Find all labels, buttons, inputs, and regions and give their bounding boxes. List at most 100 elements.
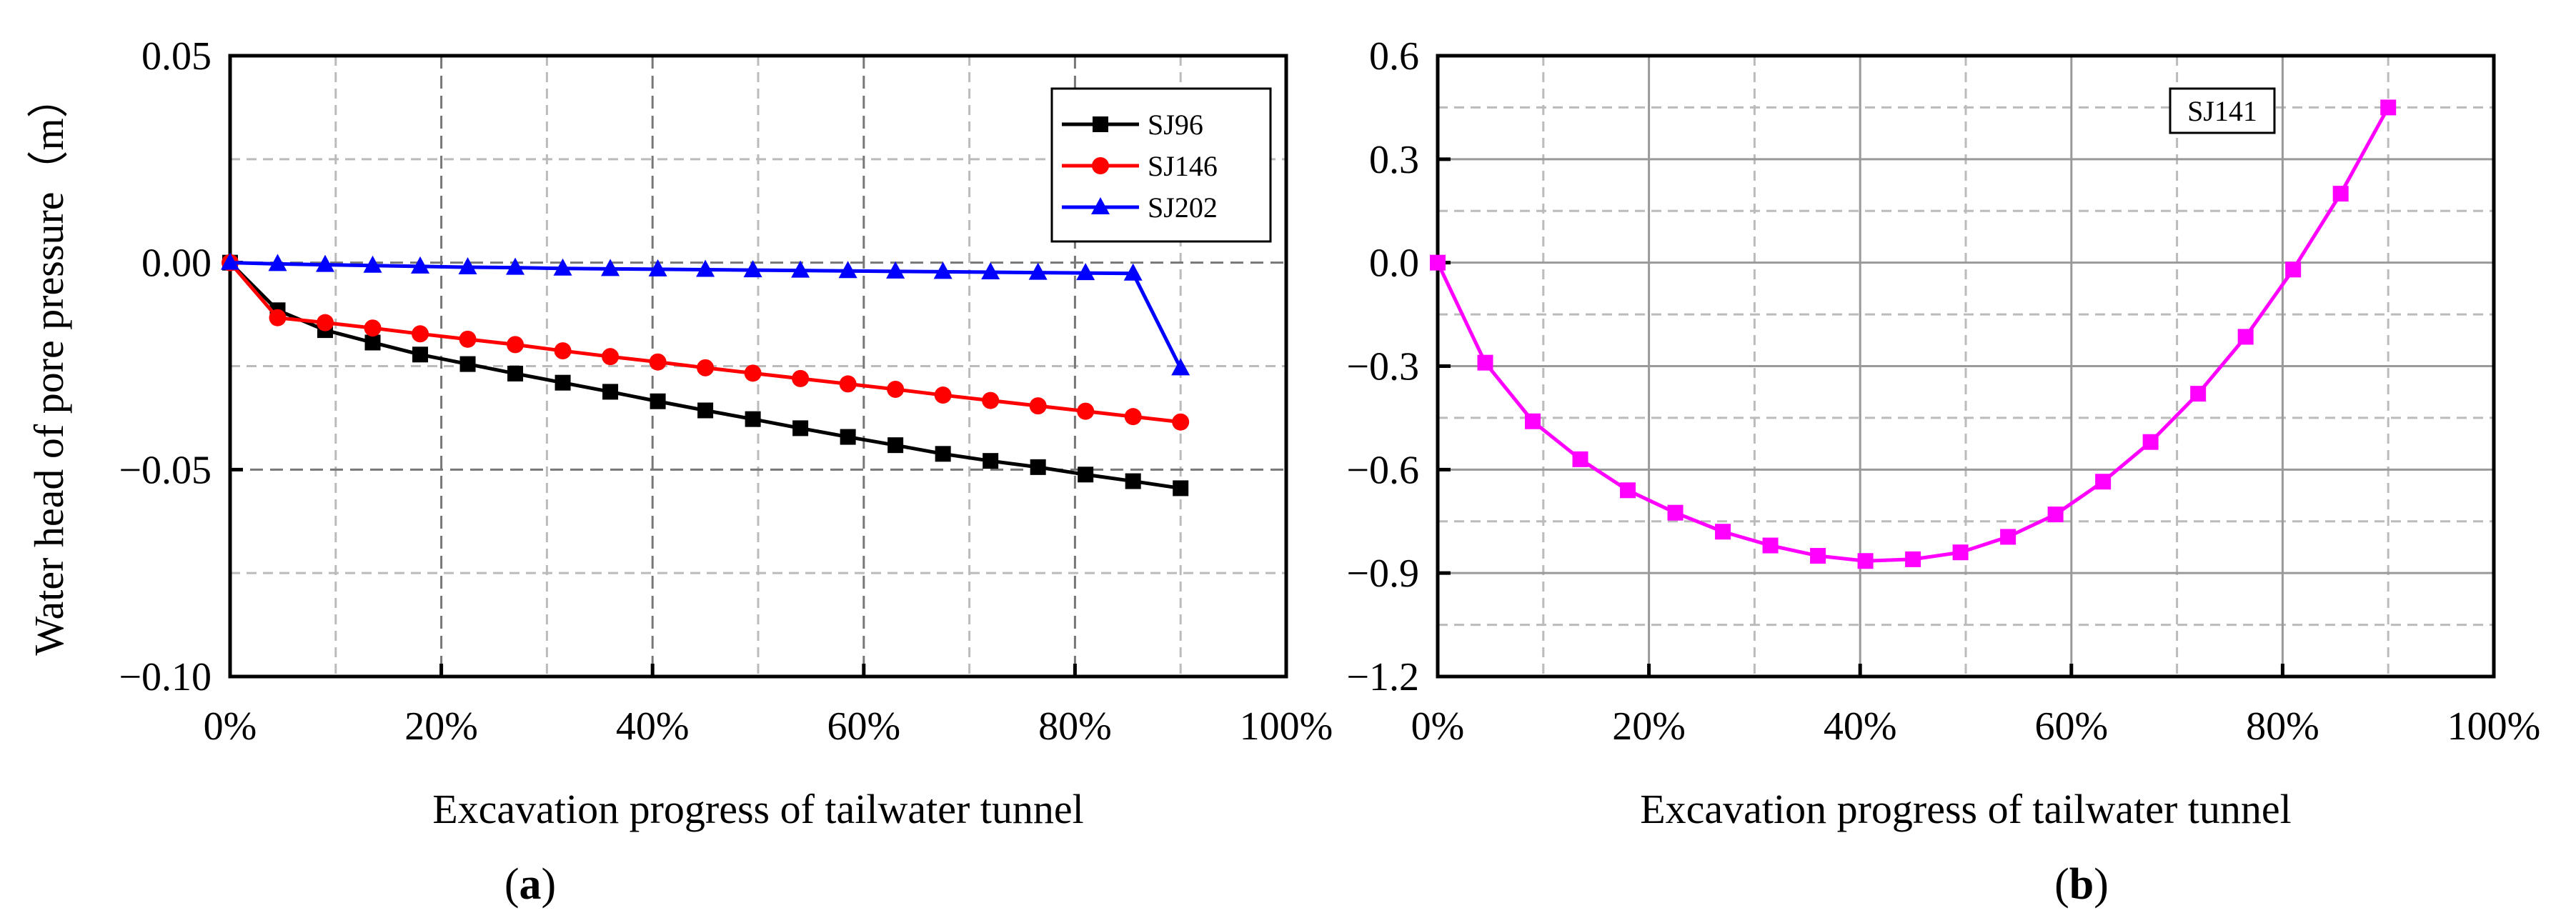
chart-0-series-0-point <box>983 453 999 469</box>
chart-0-series-2-point <box>601 259 620 276</box>
chart-1-series-0-point <box>1762 537 1779 554</box>
chart-0-series-2-point <box>981 261 1000 279</box>
chart-0-series-1-point <box>1172 413 1190 431</box>
chart-1-series-0-point <box>1430 254 1446 271</box>
chart-1-series-0-point <box>2237 329 2254 345</box>
chart-1-series-0-point <box>1620 482 1636 499</box>
chart-1-legend-label: SJ141 <box>2187 95 2257 127</box>
chart-0-series-0-point <box>1030 459 1046 475</box>
chart-0-series-0-point <box>650 393 666 409</box>
chart-1-series-0-point <box>1572 451 1588 467</box>
chart-0-legend-swatch-marker <box>1091 197 1110 214</box>
chart-0-series-1-point <box>269 309 287 326</box>
chart-0-series-1-point <box>839 375 857 393</box>
chart-0-series-2-point <box>221 252 239 270</box>
chart-0-series-0-point <box>412 346 429 363</box>
chart-0-series-1-point <box>649 353 667 371</box>
chart-0-series-2-point <box>1123 263 1143 281</box>
chart-0-series-0-point <box>1078 467 1094 483</box>
chart-0-series-2-point <box>316 254 335 272</box>
chart-1-legend-box <box>2169 87 2276 134</box>
chart-0-series-1-point <box>317 314 334 331</box>
chart-0-y-tick-label: −0.05 <box>119 448 212 492</box>
chart-0-series-0-point <box>555 374 571 391</box>
chart-0-series-2-point <box>933 261 953 279</box>
chart-0-series-0-point <box>1173 480 1189 497</box>
chart-0-x-axis-title: Excavation progress of tailwater tunnel <box>432 786 1084 832</box>
chart-0-series-0-point <box>840 429 856 445</box>
chart-1-series-0-point <box>2142 434 2159 450</box>
chart-0-x-tick-label: 80% <box>1038 704 1112 749</box>
chart-0-series-1-point <box>792 369 810 387</box>
chart-0-panel-label: (a) <box>504 860 556 909</box>
chart-0-series-0-point <box>745 411 761 427</box>
chart-0-series-2-point <box>411 256 430 274</box>
chart-0-x-tick-label: 20% <box>404 704 478 749</box>
chart-0-y-tick-label: 0.00 <box>141 241 212 286</box>
chart-1-y-tick-label: −0.6 <box>1346 448 1419 492</box>
chart-1-series-0-point <box>2285 261 2302 278</box>
chart-0-series-2-point <box>696 259 715 277</box>
chart-0-series-0-point <box>459 356 476 372</box>
chart-0-x-tick-label: 0% <box>204 704 257 749</box>
chart-1-series-0-point <box>1525 413 1541 429</box>
chart-0-series-2-point <box>838 261 857 279</box>
chart-1-series-0-point <box>1477 354 1493 371</box>
chart-0-series-2-point <box>268 254 287 271</box>
chart-0-y-tick-label: −0.10 <box>119 655 212 699</box>
chart-0-series-1-point <box>364 319 382 337</box>
chart-0-series-1-point <box>507 336 524 354</box>
chart-1-series-0-point <box>1715 524 1731 540</box>
chart-0-y-axis-title: Water head of pore pressure（m） <box>26 76 72 655</box>
chart-0-legend-label: SJ202 <box>1148 191 1218 224</box>
chart-1-series-0-point <box>2190 386 2207 402</box>
chart-1-series-0-point <box>1810 548 1826 564</box>
chart-0-series-0-point <box>507 365 524 381</box>
chart-0-series-2-point <box>553 258 572 276</box>
chart-0-series-1-point <box>554 342 572 360</box>
chart-0-legend-label: SJ96 <box>1148 109 1203 141</box>
chart-0-x-tick-label: 40% <box>616 704 690 749</box>
chart-0-plot-frame <box>228 54 1288 679</box>
chart-1-series-0-point <box>2047 507 2064 523</box>
chart-0-series-2-point <box>1028 262 1048 280</box>
chart-0-series-2-point <box>743 260 762 278</box>
chart-0-x-tick-label: 100% <box>1240 704 1333 749</box>
chart-1-x-tick-label: 80% <box>2246 704 2319 749</box>
chart-1-x-tick-label: 40% <box>1824 704 1897 749</box>
chart-0-series-0-point <box>792 420 809 436</box>
chart-0-series-1-point <box>1077 402 1095 420</box>
chart-0-series-0-point <box>697 402 714 419</box>
chart-1-y-tick-label: 0.6 <box>1369 34 1419 79</box>
chart-1-x-tick-label: 0% <box>1411 704 1465 749</box>
chart-0-series-1-point <box>1124 408 1142 426</box>
chart-1-series-0-point <box>2380 99 2397 116</box>
chart-0-series-0-point <box>935 446 951 462</box>
chart-1-panel-label: (b) <box>2054 860 2109 909</box>
chart-1-y-tick-label: 0.3 <box>1369 138 1419 182</box>
chart-0-legend-swatch-marker <box>1093 116 1108 132</box>
chart-0-series-2-point <box>363 255 382 273</box>
chart-1-y-tick-label: 0.0 <box>1369 241 1419 286</box>
chart-0-series-1-point <box>602 348 620 366</box>
chart-1-series-0-point <box>1905 551 1921 567</box>
chart-1-x-tick-label: 20% <box>1612 704 1686 749</box>
chart-0-series-1-point <box>459 330 477 348</box>
chart-1-x-tick-label: 100% <box>2447 704 2541 749</box>
chart-0-series-0-point <box>602 384 619 400</box>
chart-0-series-1-point <box>1029 397 1047 415</box>
chart-0-series-0-point <box>1125 473 1141 489</box>
chart-0-y-tick-label: 0.05 <box>141 34 212 79</box>
chart-0-series-1-point <box>982 391 1000 409</box>
chart-0-series-1-point <box>934 386 952 404</box>
chart-0-x-tick-label: 60% <box>827 704 900 749</box>
chart-0-series-1-point <box>697 359 715 376</box>
chart-1-x-axis-title: Excavation progress of tailwater tunnel <box>1640 786 2292 832</box>
chart-0-legend-label: SJ146 <box>1148 150 1218 182</box>
chart-1-x-tick-label: 60% <box>2034 704 2108 749</box>
chart-0-series-2-point <box>506 257 525 275</box>
chart-1-series-0-point <box>2000 529 2016 545</box>
chart-0-series-2-point <box>886 261 905 279</box>
chart-1-y-tick-label: −0.3 <box>1346 345 1419 389</box>
